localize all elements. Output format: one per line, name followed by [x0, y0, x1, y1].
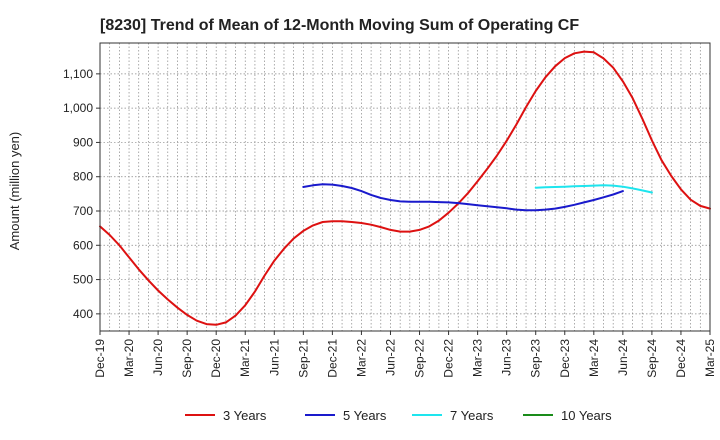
x-tick-label: Mar-23: [471, 339, 485, 377]
x-tick-label: Jun-24: [616, 339, 630, 376]
x-tick-label: Jun-21: [267, 339, 281, 376]
x-tick-label: Sep-22: [413, 339, 427, 378]
y-tick-label: 1,000: [63, 101, 93, 115]
x-tick-label: Mar-25: [703, 339, 717, 377]
series-line-3-years: [99, 50, 711, 326]
y-tick-label: 400: [73, 307, 93, 321]
y-tick-label: 500: [73, 273, 93, 287]
y-tick-label: 900: [73, 135, 93, 149]
series-line-5-years: [302, 183, 624, 212]
x-tick-label: Dec-20: [209, 339, 223, 378]
y-tick-label: 600: [73, 238, 93, 252]
y-tick-label: 1,100: [63, 67, 93, 81]
legend-label-5-years: 5 Years: [343, 408, 387, 423]
x-tick-label: Sep-23: [529, 339, 543, 378]
grid: [100, 43, 710, 331]
x-tick-label: Dec-21: [325, 339, 339, 378]
y-axis-ticks: 400 500 600 700 800 900 1,000 1,100: [63, 67, 100, 321]
x-tick-label: Mar-21: [238, 339, 252, 377]
x-tick-label: Jun-23: [500, 339, 514, 376]
legend: 3 Years 5 Years 7 Years 10 Years: [185, 408, 612, 423]
x-tick-label: Dec-24: [674, 339, 688, 378]
x-tick-label: Mar-20: [122, 339, 136, 377]
chart-title: [8230] Trend of Mean of 12-Month Moving …: [100, 17, 579, 34]
x-tick-label: Jun-22: [383, 339, 397, 376]
legend-label-7-years: 7 Years: [450, 408, 494, 423]
x-tick-label: Jun-20: [151, 339, 165, 376]
x-axis-ticks: Dec-19 Mar-20 Jun-20 Sep-20 Dec-20 Mar-21 Jun-…: [93, 331, 717, 378]
legend-label-3-years: 3 Years: [223, 408, 267, 423]
x-tick-label: Dec-23: [558, 339, 572, 378]
legend-label-10-years: 10 Years: [561, 408, 612, 423]
x-tick-label: Sep-21: [296, 339, 310, 378]
x-tick-label: Mar-24: [587, 339, 601, 377]
y-tick-label: 700: [73, 204, 93, 218]
x-tick-label: Dec-22: [442, 339, 456, 378]
y-axis-label: Amount (million yen): [7, 132, 22, 251]
series-lines: [99, 50, 711, 326]
y-tick-label: 800: [73, 170, 93, 184]
x-tick-label: Dec-19: [93, 339, 107, 378]
plot-frame: [99, 42, 711, 332]
x-tick-label: Sep-24: [645, 339, 659, 378]
x-tick-label: Mar-22: [354, 339, 368, 377]
series-line-7-years: [534, 184, 653, 194]
x-tick-label: Sep-20: [180, 339, 194, 378]
